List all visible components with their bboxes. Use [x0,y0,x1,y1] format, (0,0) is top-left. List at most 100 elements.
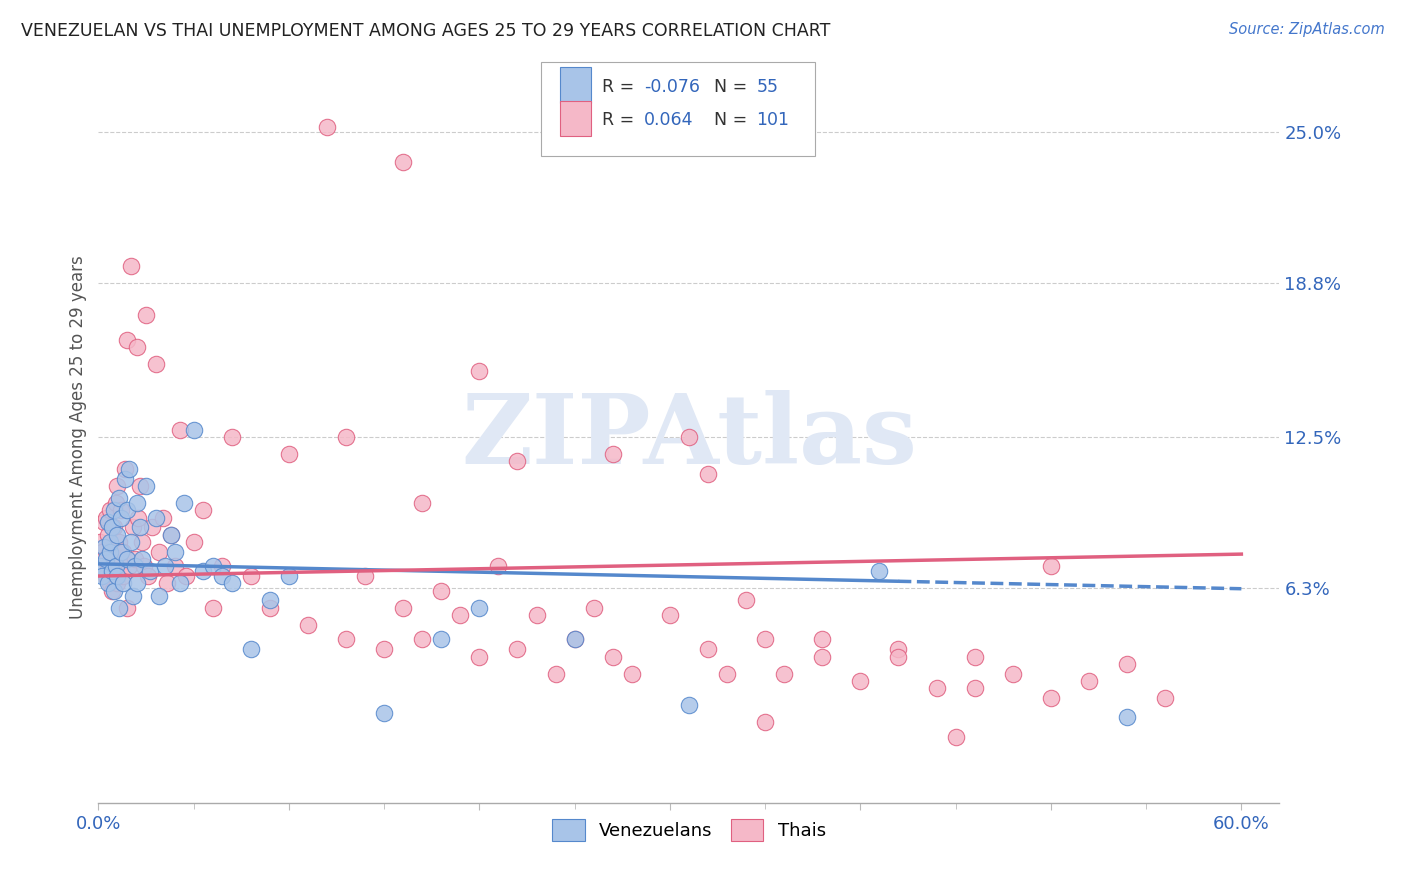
Point [468,600,491,615]
Text: N =: N = [714,78,754,95]
Point [468,649,491,664]
Text: R =: R = [602,112,645,129]
Text: -0.076: -0.076 [644,78,700,95]
Point [354,569,377,583]
Point [259,593,281,607]
Point [148,589,170,603]
Point [120,260,142,274]
Point [183,535,205,549]
Point [211,569,233,583]
Point [103,520,125,534]
Point [163,544,186,558]
Point [169,423,191,437]
Point [373,642,395,657]
Point [488,559,510,574]
Point [297,617,319,632]
Y-axis label: Unemployment Among Ages 25 to 29 years: Unemployment Among Ages 25 to 29 years [69,255,87,619]
Point [97,527,120,541]
Point [110,510,132,524]
Point [118,462,141,476]
Point [93,540,115,554]
Point [115,552,138,566]
Point [103,503,125,517]
Point [811,649,834,664]
Point [104,559,127,574]
Point [1001,666,1024,681]
Point [582,600,605,615]
Point [121,520,143,534]
Point [103,583,125,598]
Point [98,503,121,517]
Point [754,715,776,730]
Point [239,569,262,583]
Point [148,544,170,558]
Point [392,154,415,169]
Point [430,583,453,598]
Point [125,496,148,510]
Point [945,730,967,744]
Text: 0.064: 0.064 [644,112,693,129]
Point [411,632,433,647]
Point [221,430,243,444]
Point [107,576,129,591]
Point [259,600,281,615]
Point [104,559,127,574]
Point [849,673,872,688]
Point [135,479,157,493]
Point [716,666,738,681]
Point [156,576,179,591]
Point [100,564,122,578]
Point [110,503,132,517]
Point [112,576,135,591]
Point [108,491,131,505]
Point [125,340,148,354]
Point [602,649,624,664]
Point [121,589,143,603]
Point [602,447,624,461]
Point [887,642,910,657]
Point [107,527,129,541]
Point [1116,657,1139,671]
Point [277,569,299,583]
Point [174,569,197,583]
Text: N =: N = [714,112,754,129]
Point [925,681,948,696]
Point [134,559,156,574]
Point [131,535,153,549]
Point [114,462,136,476]
Point [1116,710,1139,724]
Point [98,576,121,591]
Point [277,447,299,461]
Text: Source: ZipAtlas.com: Source: ZipAtlas.com [1229,22,1385,37]
Point [658,608,681,623]
Point [506,454,529,468]
Point [1039,559,1062,574]
Point [89,559,111,574]
Point [620,666,643,681]
Point [107,569,129,583]
Point [316,120,339,135]
Point [411,496,433,510]
Point [98,535,121,549]
Point [94,510,117,524]
Point [335,632,357,647]
Point [97,516,120,530]
Point [678,698,700,713]
Point [169,576,191,591]
Point [141,520,163,534]
Point [115,503,138,517]
Point [98,544,121,558]
Point [449,608,471,623]
Text: 101: 101 [756,112,789,129]
Point [93,552,115,566]
Point [129,479,152,493]
Point [221,576,243,591]
Point [91,569,114,583]
Point [468,364,491,378]
Legend: Venezuelans, Thais: Venezuelans, Thais [546,812,832,848]
Point [145,510,167,524]
Point [94,569,117,583]
Point [544,666,567,681]
Point [153,559,176,574]
Point [124,552,146,566]
